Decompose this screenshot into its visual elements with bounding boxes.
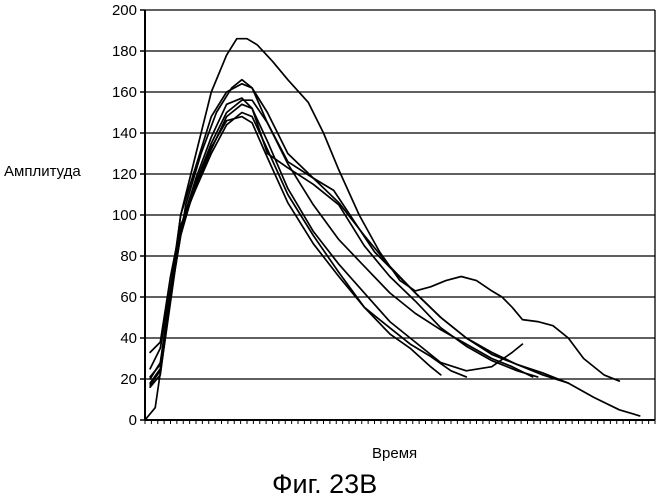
series-line [150, 117, 466, 379]
y-tick-label: 200 [112, 2, 137, 19]
y-tick-labels: 0 20 40 60 80 100 120 140 160 180 200 [112, 2, 137, 429]
y-tick-label: 180 [112, 43, 137, 60]
y-axis-label: Амплитуда [4, 163, 81, 180]
y-tick-label: 80 [120, 248, 137, 265]
y-tick-label: 40 [120, 330, 137, 347]
series-line [150, 84, 568, 385]
y-tick-label: 120 [112, 166, 137, 183]
y-tick-label: 20 [120, 371, 137, 388]
series-line [150, 98, 538, 377]
y-tick-label: 100 [112, 207, 137, 224]
y-tick-label: 0 [129, 412, 137, 429]
y-tick-label: 160 [112, 84, 137, 101]
y-tick-label: 140 [112, 125, 137, 142]
x-axis-label: Время [372, 445, 417, 462]
y-tick-label: 60 [120, 289, 137, 306]
series-line [150, 113, 441, 375]
axes [140, 10, 655, 424]
figure-caption: Фиг. 23B [272, 469, 377, 499]
series-line [150, 39, 619, 388]
series-lines [145, 39, 640, 420]
series-line [150, 100, 532, 383]
